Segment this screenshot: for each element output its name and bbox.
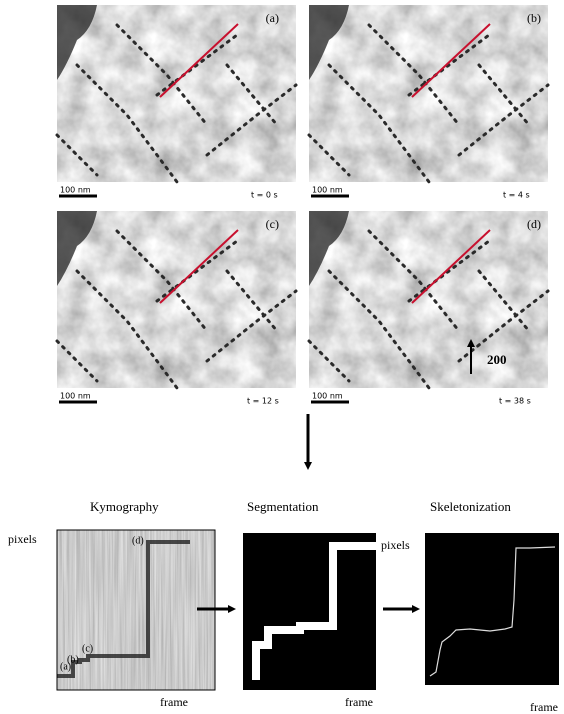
- event-label: (b): [67, 654, 79, 665]
- event-label: (c): [82, 643, 93, 654]
- time-label: t = 12 s: [247, 397, 279, 406]
- figure: (a) 100 nm t = 0 s (b) 100 nm t = 4 s (c…: [0, 0, 564, 714]
- panel: (c) 100 nm t = 12 s: [57, 211, 296, 406]
- scale-label: 100 nm: [60, 392, 91, 401]
- micrograph: [309, 211, 548, 388]
- time-label: t = 0 s: [251, 191, 278, 200]
- micrograph: [57, 211, 296, 388]
- panel-label: (b): [527, 11, 541, 25]
- panel: (a) 100 nm t = 0 s: [57, 5, 296, 200]
- x-label: frame: [345, 695, 373, 709]
- time-label: t = 38 s: [499, 397, 531, 406]
- kymograph: (a) (b) (c) (d): [57, 530, 215, 690]
- panel-label: (d): [527, 217, 541, 231]
- time-label: t = 4 s: [503, 191, 530, 200]
- event-label: (d): [132, 535, 144, 546]
- panel: (b) 100 nm t = 4 s: [309, 5, 548, 200]
- y-label: pixels: [381, 538, 410, 552]
- panel-label: (c): [266, 217, 279, 231]
- micrograph: [309, 5, 548, 182]
- stage-title: Kymography: [90, 499, 159, 514]
- scale-label: 100 nm: [312, 392, 343, 401]
- panel-label: (a): [266, 11, 279, 25]
- panel: (d) 200 100 nm t = 38 s: [309, 211, 548, 406]
- micrograph: [57, 5, 296, 182]
- x-label: frame: [530, 700, 558, 714]
- y-label: pixels: [8, 532, 37, 546]
- skeleton-image: [425, 533, 559, 685]
- stage-title: Skeletonization: [430, 499, 511, 514]
- direction-label: 200: [487, 352, 507, 367]
- stage-title: Segmentation: [247, 499, 319, 514]
- x-label: frame: [160, 695, 188, 709]
- segmentation-image: [243, 533, 376, 690]
- kymograph-image: [57, 530, 215, 690]
- scale-label: 100 nm: [60, 186, 91, 195]
- scale-label: 100 nm: [312, 186, 343, 195]
